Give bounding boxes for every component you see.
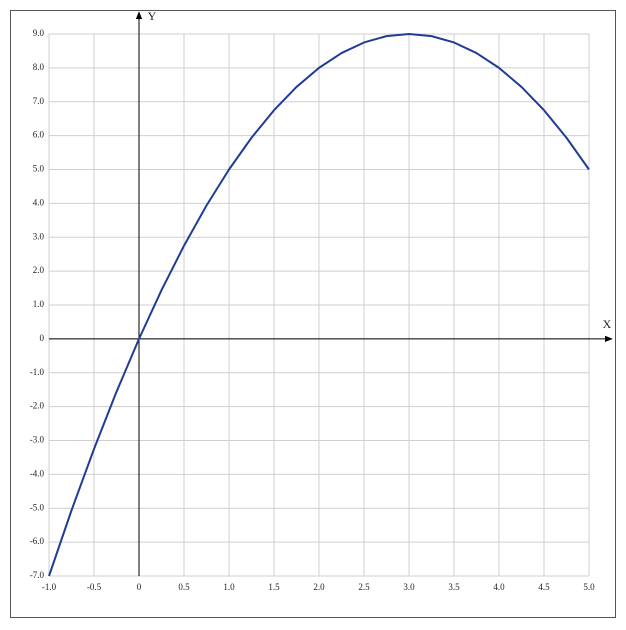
x-tick-label: 2.5 xyxy=(358,582,370,592)
x-tick-label: -1.0 xyxy=(42,582,57,592)
x-tick-label: 4.0 xyxy=(493,582,505,592)
y-tick-label: -2.0 xyxy=(30,401,45,411)
y-tick-label: 7.0 xyxy=(33,96,45,106)
y-tick-label: -1.0 xyxy=(30,367,45,377)
axes xyxy=(49,11,613,576)
y-tick-label: 8.0 xyxy=(33,62,45,72)
y-tick-label: -5.0 xyxy=(30,502,45,512)
y-tick-label: 5.0 xyxy=(33,164,45,174)
y-tick-label: 4.0 xyxy=(33,197,45,207)
curve xyxy=(48,33,590,577)
y-tick-label: -6.0 xyxy=(30,536,45,546)
y-tick-label: 9.0 xyxy=(33,28,45,38)
y-tick-label: -3.0 xyxy=(30,435,45,445)
x-tick-label: -0.5 xyxy=(87,582,102,592)
y-tick-label: -7.0 xyxy=(30,570,45,580)
x-tick-label: 0.5 xyxy=(178,582,190,592)
x-tick-label: 0 xyxy=(137,582,142,592)
y-tick-label: 0 xyxy=(40,333,45,343)
x-tick-label: 3.0 xyxy=(403,582,415,592)
y-tick-label: 3.0 xyxy=(33,231,45,241)
marks xyxy=(48,33,590,577)
x-tick-label: 2.0 xyxy=(313,582,325,592)
labels: -1.0 -0.5 0 0.5 1.0 1.5 2.0 2.5 3.0 3.5 4.0 4.5 5.0 -… xyxy=(30,9,612,592)
y-tick-label: 2.0 xyxy=(33,265,45,275)
x-tick-label: 1.5 xyxy=(268,582,280,592)
x-tick-label: 3.5 xyxy=(448,582,460,592)
x-tick-label: 4.5 xyxy=(538,582,550,592)
x-tick-label: 5.0 xyxy=(583,582,595,592)
frame xyxy=(10,10,616,618)
y-tick-label: 6.0 xyxy=(33,130,45,140)
x-axis-title: X xyxy=(603,317,612,331)
y-axis-title: Y xyxy=(148,9,157,23)
x-tick-label: 1.0 xyxy=(223,582,235,592)
y-tick-label: 1.0 xyxy=(33,299,45,309)
y-tick-label: -4.0 xyxy=(30,468,45,478)
